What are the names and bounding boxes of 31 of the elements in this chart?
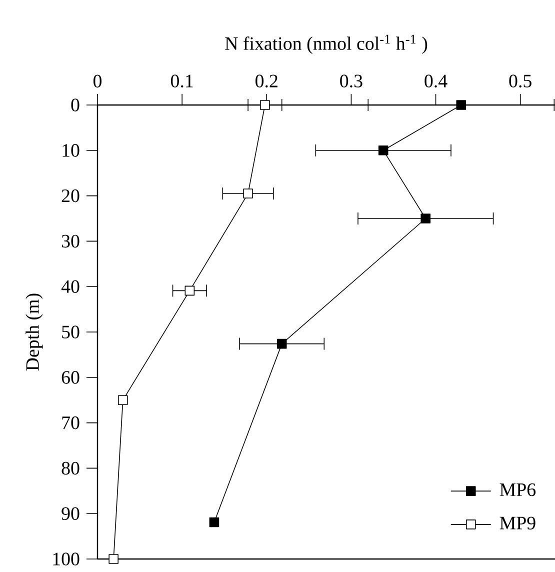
- y-tick-label: 30: [62, 234, 80, 248]
- point: [243, 188, 253, 198]
- y-tick-label: 0: [71, 98, 80, 112]
- x-tick-label: 0.1: [170, 74, 193, 88]
- legend-label: MP9: [500, 516, 536, 530]
- point: [456, 100, 466, 110]
- y-tick-label: 100: [53, 552, 80, 566]
- y-tick-label: 10: [62, 144, 80, 157]
- y-tick-label: 60: [62, 371, 80, 384]
- point: [378, 146, 388, 156]
- x-tick-label: 0.4: [424, 74, 448, 88]
- point: [108, 554, 118, 564]
- y-tick-label: 70: [62, 416, 80, 430]
- point: [184, 286, 195, 296]
- x-tick-label: 0.2: [256, 74, 278, 88]
- y-tick-label: 90: [62, 507, 80, 520]
- legend-label: MP6: [500, 483, 536, 496]
- y-tick-label: 80: [62, 462, 80, 475]
- point: [276, 338, 287, 349]
- point: [260, 100, 270, 110]
- point: [209, 517, 220, 528]
- x-tick-label: 0.3: [340, 74, 362, 88]
- x-axis-title: N fixation (nmol col$^{-1}$ h$^{-1}$ ): [225, 34, 428, 54]
- y-tick-label: 20: [62, 189, 80, 202]
- x-tick-label: 0: [93, 74, 102, 88]
- y-tick-label: 40: [61, 280, 80, 293]
- y-tick-label: 50: [62, 326, 80, 338]
- point: [118, 395, 128, 406]
- y-axis-title: Depth (m): [26, 294, 43, 371]
- point: [420, 214, 431, 224]
- x-tick-label: 0.5: [509, 74, 532, 88]
